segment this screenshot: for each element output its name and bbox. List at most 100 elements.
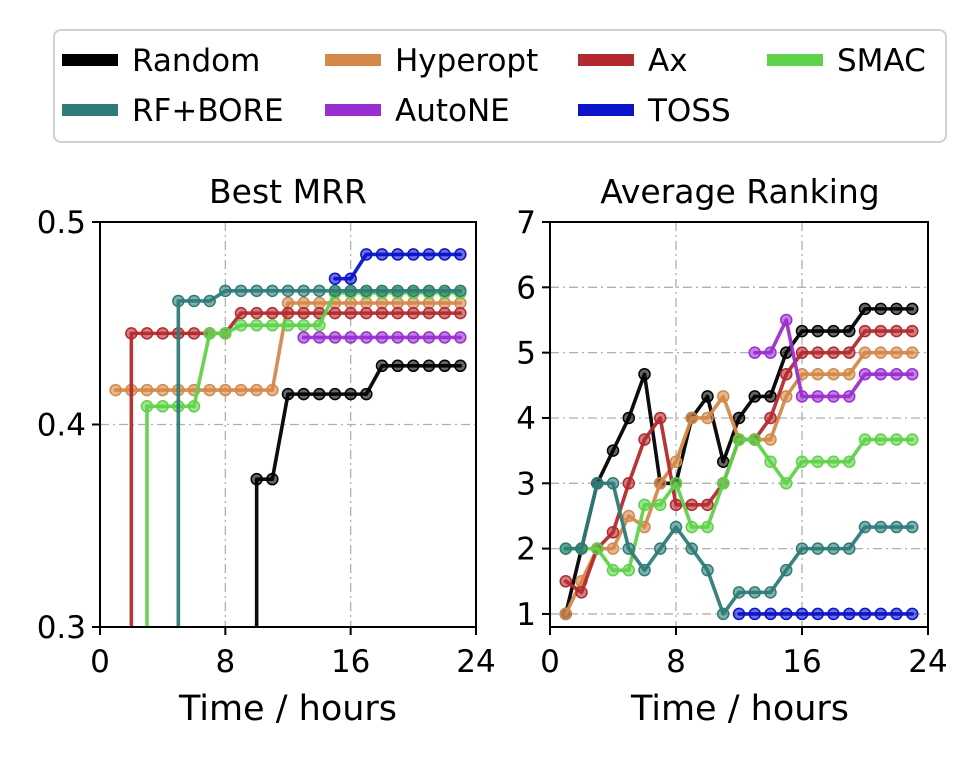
data-point-ax	[125, 327, 138, 340]
data-point-ax	[890, 324, 903, 338]
data-point-autone	[375, 331, 389, 344]
data-point-rf-bore	[360, 284, 373, 298]
data-point-smac	[701, 520, 714, 534]
data-point-autone	[360, 331, 373, 344]
legend-label-ax: Ax	[648, 43, 688, 79]
data-point-ax	[407, 306, 420, 320]
data-point-rf-bore	[811, 542, 824, 555]
data-point-random	[281, 387, 295, 401]
data-point-toss	[780, 607, 793, 621]
data-point-autone	[795, 390, 809, 403]
y-tick-label: 0.3	[37, 610, 86, 646]
data-point-hyperopt	[438, 296, 451, 310]
data-point-rf-bore	[890, 520, 903, 534]
data-point-ax	[297, 306, 310, 320]
y-tick-label: 2	[516, 532, 536, 568]
data-point-hyperopt	[717, 390, 730, 403]
data-point-hyperopt	[219, 383, 232, 397]
data-point-hyperopt	[422, 296, 436, 310]
data-point-toss	[764, 607, 777, 621]
data-point-ax	[328, 306, 342, 320]
data-point-hyperopt	[890, 346, 903, 359]
series-rf-bore	[172, 284, 467, 627]
data-point-ax	[422, 306, 436, 320]
legend-label-hyperopt: Hyperopt	[395, 43, 538, 79]
data-point-ax	[906, 324, 919, 338]
data-point-toss	[858, 607, 872, 621]
y-tick-label: 1	[516, 597, 536, 633]
data-point-hyperopt	[780, 390, 793, 403]
data-point-smac	[874, 433, 887, 446]
data-point-hyperopt	[454, 296, 467, 310]
data-point-autone	[407, 331, 420, 344]
data-point-random	[780, 346, 793, 359]
data-point-random	[858, 302, 872, 316]
data-point-random	[732, 411, 746, 425]
data-point-toss	[795, 607, 809, 621]
data-point-smac	[843, 455, 856, 468]
data-point-rf-bore	[187, 294, 201, 308]
data-point-rf-bore	[313, 284, 326, 298]
data-point-rf-bore	[344, 284, 357, 298]
data-point-random	[764, 390, 777, 403]
data-point-random	[748, 390, 761, 403]
data-point-smac	[780, 477, 793, 490]
data-point-hyperopt	[701, 411, 714, 425]
data-point-ax	[669, 498, 683, 512]
data-point-rf-bore	[591, 477, 604, 490]
data-point-random	[890, 302, 903, 316]
data-point-hyperopt	[203, 383, 216, 397]
data-point-smac	[281, 319, 295, 332]
data-point-smac	[234, 319, 248, 332]
data-point-rf-bore	[606, 477, 620, 490]
data-point-smac	[219, 327, 232, 340]
data-point-smac	[795, 455, 809, 468]
data-point-hyperopt	[297, 296, 310, 310]
x-tick-label: 0	[540, 644, 560, 680]
data-point-random	[328, 387, 342, 401]
data-point-hyperopt	[375, 296, 389, 310]
data-point-toss	[906, 607, 919, 621]
data-point-ax	[454, 306, 467, 320]
data-point-toss	[454, 248, 467, 261]
data-point-ax	[827, 346, 840, 359]
data-point-hyperopt	[266, 383, 279, 397]
data-point-toss	[438, 248, 451, 261]
series-autone	[748, 313, 919, 403]
x-tick-label: 24	[908, 644, 947, 680]
data-point-rf-bore	[422, 284, 436, 298]
data-point-random	[438, 359, 451, 373]
data-point-ax	[266, 306, 279, 320]
data-point-hyperopt	[234, 383, 248, 397]
data-point-autone	[780, 313, 793, 327]
data-point-ax	[795, 346, 809, 359]
data-point-ax	[843, 346, 856, 359]
data-point-rf-bore	[266, 284, 279, 298]
data-point-toss	[375, 248, 389, 261]
x-tick-label: 8	[215, 644, 235, 680]
y-tick-label: 5	[516, 336, 536, 372]
data-point-rf-bore	[234, 284, 248, 298]
data-point-hyperopt	[906, 346, 919, 359]
series-random	[250, 359, 467, 627]
data-point-hyperopt	[874, 346, 887, 359]
y-tick-label: 3	[516, 466, 536, 502]
data-point-smac	[187, 400, 201, 413]
data-point-autone	[748, 346, 761, 359]
data-point-rf-bore	[669, 520, 683, 534]
data-point-hyperopt	[827, 367, 840, 381]
data-point-hyperopt	[281, 296, 295, 310]
legend-swatch-smac	[767, 54, 823, 66]
legend-swatch-hyperopt	[325, 54, 381, 66]
data-point-random	[906, 302, 919, 316]
data-point-rf-bore	[638, 563, 651, 577]
data-point-smac	[313, 319, 326, 332]
data-point-autone	[764, 346, 777, 359]
y-tick-label: 4	[516, 401, 536, 437]
data-point-rf-bore	[375, 284, 389, 298]
data-point-smac	[669, 477, 683, 490]
data-point-rf-bore	[795, 542, 809, 555]
data-point-smac	[297, 319, 310, 332]
series-toss	[328, 248, 467, 285]
